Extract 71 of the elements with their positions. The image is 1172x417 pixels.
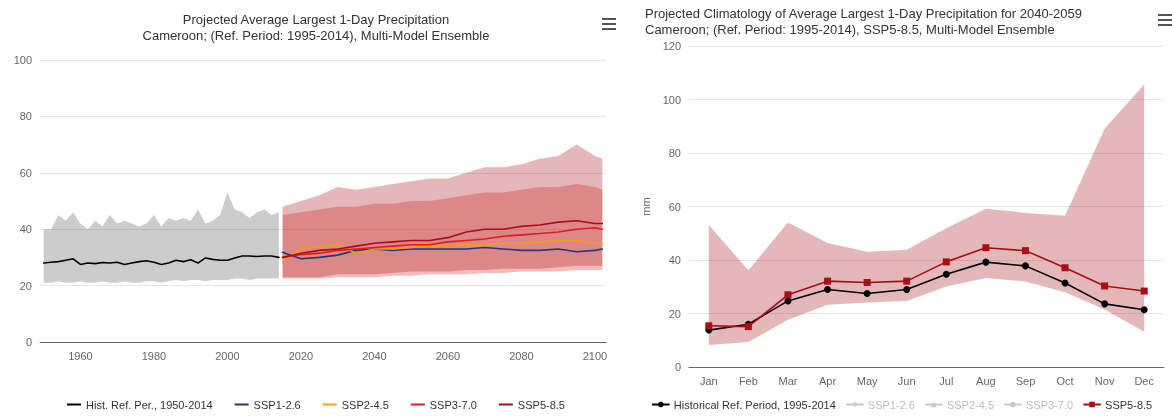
- line-series: [281, 239, 604, 263]
- legend-label: SSP1-2.6: [253, 398, 301, 411]
- chart-subtitle: Cameroon; (Ref. Period: 1995-2014), SSP5-8.5, Multi-Model Ensemble: [645, 22, 1055, 37]
- point: [1101, 282, 1109, 290]
- legend-label: Historical Ref. Period, 1995-2014: [673, 398, 836, 411]
- point: [824, 277, 832, 285]
- legend-label: SSP1-2.6: [867, 398, 915, 411]
- x-tick-label: 2000: [215, 349, 240, 362]
- x-tick-label: Oct: [1056, 374, 1074, 387]
- y-tick-label: 0: [674, 361, 681, 373]
- x-tick-label: Aug: [976, 374, 996, 387]
- x-tick-label: Dec: [1134, 374, 1155, 387]
- point: [784, 291, 792, 299]
- point: [903, 285, 911, 293]
- x-tick-label: Jan: [699, 374, 718, 387]
- point: [1021, 262, 1029, 270]
- point: [903, 277, 911, 285]
- line-series: [42, 255, 280, 266]
- x-tick-label: Apr: [818, 374, 837, 387]
- y-axis-title: mm: [639, 197, 652, 216]
- x-tick-label: 2100: [582, 349, 608, 362]
- point: [824, 285, 832, 293]
- legend-label: SSP5-8.5: [517, 398, 565, 411]
- x-tick-label: Feb: [738, 374, 758, 387]
- legend-label: SSP3-7.0: [1026, 398, 1074, 411]
- y-tick-label: 120: [662, 40, 681, 52]
- point: [942, 270, 950, 278]
- x-tick-label: 2040: [362, 349, 387, 362]
- chart-title: Projected Climatology of Average Largest 1-Day Precipitation for 2040-2059: [645, 6, 1082, 21]
- y-tick-label: 40: [19, 223, 32, 236]
- y-tick-label: 0: [25, 336, 32, 348]
- point: [942, 258, 950, 266]
- y-tick-label: 80: [668, 147, 681, 159]
- point: [1140, 306, 1148, 314]
- legend-label: SSP2-4.5: [341, 398, 389, 411]
- point: [1021, 247, 1029, 255]
- x-tick-label: May: [856, 374, 879, 387]
- point: [1061, 264, 1069, 272]
- point: [982, 244, 990, 252]
- y-tick-label: 20: [668, 307, 681, 320]
- y-tick-label: 20: [19, 279, 32, 292]
- point: [982, 258, 990, 266]
- point: [1101, 300, 1109, 308]
- y-tick-label: 100: [13, 54, 32, 66]
- legend-label: SSP3-7.0: [429, 398, 477, 411]
- chart-subtitle: Cameroon; (Ref. Period: 1995-2014), Multi-Model Ensemble: [142, 28, 490, 43]
- legend-label: SSP5-8.5: [1105, 398, 1153, 411]
- x-tick-label: 1980: [141, 349, 167, 362]
- x-tick-label: Nov: [1094, 374, 1115, 387]
- point: [863, 278, 871, 286]
- x-tick-label: Sep: [1015, 374, 1036, 387]
- x-tick-label: 1960: [68, 349, 93, 362]
- x-tick-label: Mar: [778, 374, 798, 387]
- y-tick-label: 100: [662, 93, 681, 106]
- y-tick-label: 80: [19, 110, 32, 123]
- line-series: [281, 246, 604, 260]
- x-tick-label: 2080: [509, 349, 534, 362]
- chart-title: Projected Average Largest 1-Day Precipitation: [182, 12, 450, 27]
- y-tick-label: 60: [668, 200, 681, 213]
- line-series: [281, 219, 604, 259]
- y-tick-label: 60: [19, 166, 32, 179]
- legend-label: SSP2-4.5: [946, 398, 995, 411]
- legend-label: Hist. Ref. Per., 1950-2014: [86, 398, 213, 411]
- point: [863, 289, 871, 297]
- point: [705, 322, 713, 330]
- y-tick-label: 40: [668, 254, 681, 266]
- x-tick-label: Jul: [939, 374, 954, 387]
- point: [1140, 287, 1148, 295]
- x-tick-label: 2060: [435, 349, 461, 362]
- x-tick-label: Jun: [897, 374, 916, 387]
- x-tick-label: 2020: [288, 349, 314, 362]
